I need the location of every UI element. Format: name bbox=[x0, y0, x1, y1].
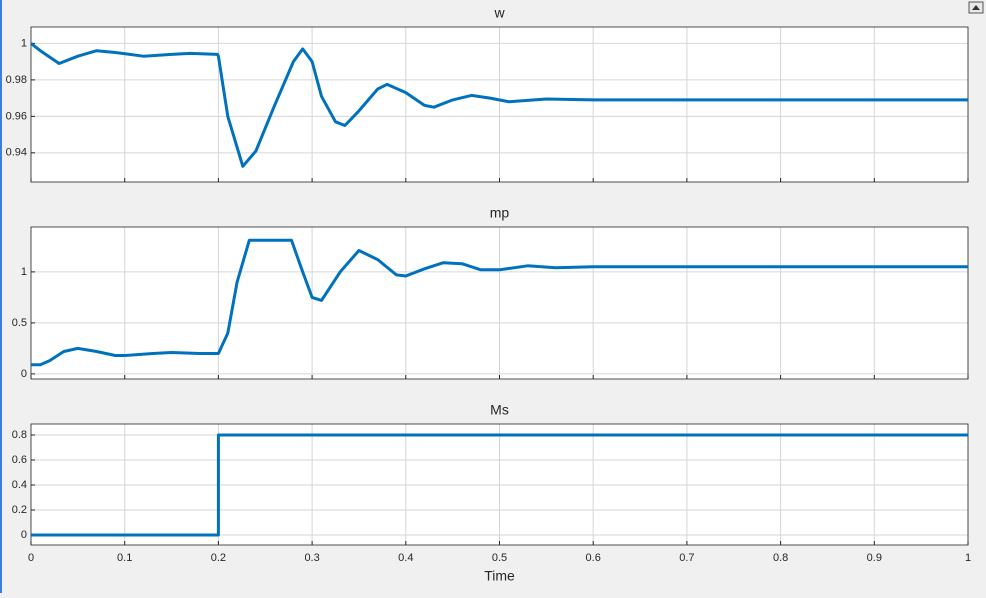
y-tick-label: 0 bbox=[21, 529, 27, 541]
chart-title: Ms bbox=[490, 402, 509, 418]
chart-title: mp bbox=[490, 205, 510, 221]
data-line bbox=[31, 433, 968, 537]
y-tick-label: 1 bbox=[21, 266, 27, 278]
x-tick-label: 0 bbox=[28, 552, 34, 564]
x-axis-label: Time bbox=[484, 568, 515, 584]
axes-frame bbox=[30, 423, 969, 546]
x-tick-label: 0.5 bbox=[492, 552, 507, 564]
y-tick-label: 0.5 bbox=[12, 317, 27, 329]
x-tick-label: 0.7 bbox=[679, 552, 694, 564]
x-tick-label: 0.8 bbox=[773, 552, 788, 564]
data-line bbox=[31, 238, 968, 367]
y-tick-label: 0.96 bbox=[6, 110, 27, 122]
x-tick-label: 0.3 bbox=[304, 552, 319, 564]
y-tick-label: 0.2 bbox=[12, 504, 27, 516]
x-tick-label: 0.1 bbox=[117, 552, 132, 564]
x-tick-label: 0.2 bbox=[211, 552, 226, 564]
window-edge bbox=[0, 0, 2, 593]
x-tick-label: 0.4 bbox=[398, 552, 413, 564]
y-tick-label: 0 bbox=[21, 368, 27, 380]
y-tick-label: 0.94 bbox=[6, 147, 27, 159]
y-tick-label: 0.4 bbox=[12, 479, 27, 491]
y-tick-label: 0.6 bbox=[12, 454, 27, 466]
button-icon[interactable] bbox=[972, 5, 980, 10]
x-tick-label: 0.6 bbox=[586, 552, 601, 564]
y-tick-label: 0.98 bbox=[6, 74, 27, 86]
x-tick-label: 0.9 bbox=[867, 552, 882, 564]
axes-frame bbox=[30, 226, 969, 380]
data-line bbox=[30, 42, 968, 168]
axes-frame bbox=[30, 26, 969, 183]
chart-title: w bbox=[493, 5, 505, 21]
y-tick-label: 0.8 bbox=[12, 429, 27, 441]
undock-button[interactable] bbox=[968, 1, 984, 14]
y-tick-label: 1 bbox=[21, 37, 27, 49]
x-tick-label: 1 bbox=[965, 552, 971, 564]
